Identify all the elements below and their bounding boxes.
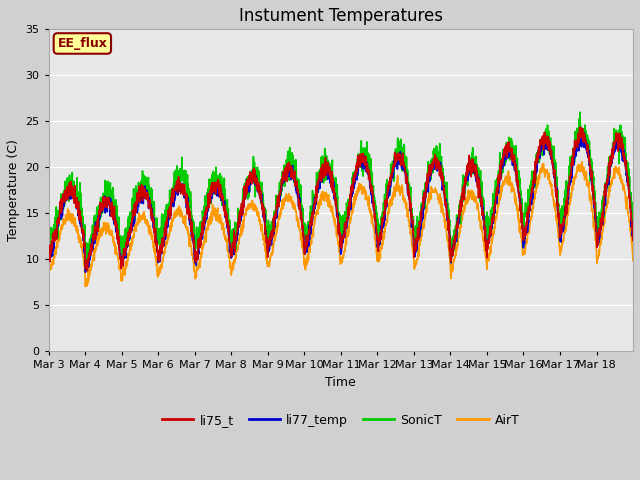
Legend: li75_t, li77_temp, SonicT, AirT: li75_t, li77_temp, SonicT, AirT	[157, 409, 525, 432]
X-axis label: Time: Time	[326, 376, 356, 389]
Title: Instument Temperatures: Instument Temperatures	[239, 7, 443, 25]
Y-axis label: Temperature (C): Temperature (C)	[7, 139, 20, 241]
Text: EE_flux: EE_flux	[58, 37, 108, 50]
